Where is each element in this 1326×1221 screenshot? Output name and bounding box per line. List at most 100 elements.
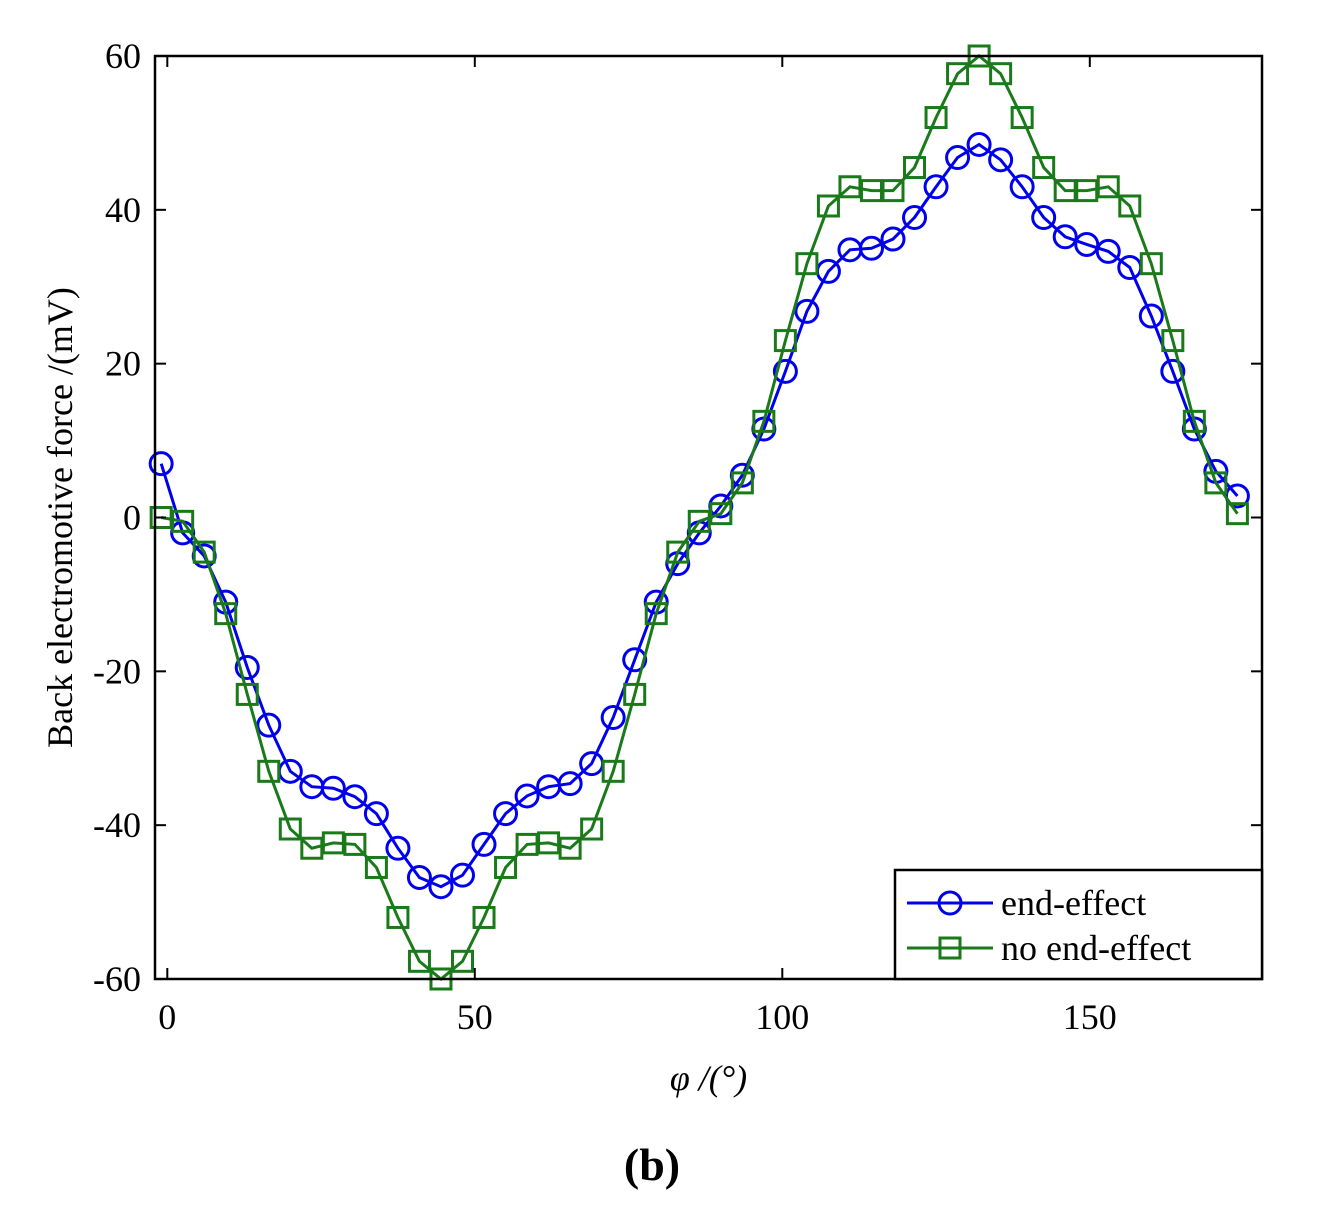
data-point [192,540,216,564]
data-point [450,862,475,888]
data-point [1096,175,1120,199]
series-line [160,54,1239,981]
data-point [363,801,389,827]
x-tick-label: 0 [158,997,176,1037]
data-point [300,836,324,860]
data-point [493,801,519,827]
series-layer [148,44,1250,991]
data-point [537,831,561,855]
data-point [149,506,173,529]
data-point [148,451,174,477]
data-point [966,131,992,157]
series-line [159,142,1239,889]
data-point [557,771,583,797]
series-end-effect [148,131,1250,900]
data-point [946,62,970,86]
data-point [709,502,733,526]
data-point [859,179,883,203]
data-point [342,784,368,810]
data-point [858,235,884,261]
data-point [1095,238,1121,264]
data-point [903,156,927,180]
data-point [773,329,797,353]
data-point [880,226,906,252]
data-point [1204,471,1228,495]
data-point [902,205,928,231]
data-point [881,179,905,203]
data-point [988,147,1014,173]
data-point [838,175,862,199]
data-point [1053,179,1077,203]
data-point [794,298,820,324]
x-tick-label: 100 [755,997,809,1037]
x-tick-label: 150 [1063,997,1117,1037]
data-point [278,817,302,841]
data-point [1010,106,1034,130]
data-point [471,831,497,857]
panel-label: (b) [624,1139,680,1190]
data-point [235,682,259,706]
data-point [772,358,798,384]
data-point [644,602,668,626]
data-point [234,654,260,680]
y-axis-title: Back electromotive force /(mV) [40,287,80,748]
data-point [364,855,388,879]
data-point [600,704,626,730]
y-tick-label: -60 [93,959,141,999]
data-point [989,62,1013,86]
legend-label-no-end-effect: no end-effect [1001,928,1191,968]
data-point [1161,329,1185,353]
data-point [472,905,496,929]
data-point [1074,231,1100,257]
data-point [494,855,518,879]
legend-marker-no-end-effect [938,936,962,960]
data-point [924,106,948,130]
data-point [214,602,238,626]
tick-labels: 0 50 100 150 -60 -40 -20 0 20 40 60 [93,36,1117,1037]
data-point [1032,156,1056,180]
legend-marker-end-effect [937,890,963,916]
data-point [321,831,345,855]
data-point [1118,194,1142,218]
data-point [730,471,754,495]
x-axis-title: φ /(°) [670,1058,747,1098]
data-point [623,682,647,706]
data-point [1052,224,1078,250]
data-point [1225,502,1249,526]
data-point [1182,409,1206,433]
data-point [666,540,690,564]
data-point [1139,252,1163,276]
data-point [386,905,410,929]
data-point [622,647,648,673]
legend-label-end-effect: end-effect [1001,883,1146,923]
data-point [451,949,474,973]
y-tick-label: -20 [93,651,141,691]
data-point [601,759,625,783]
data-point [1138,303,1164,329]
data-point [385,835,411,861]
data-point [816,194,840,218]
data-point [171,509,195,533]
data-point [407,949,431,973]
data-point [1160,358,1186,384]
y-tick-label: 60 [105,36,141,76]
data-point [257,759,281,783]
legend: end-effect no end-effect [893,868,1264,981]
y-tick-label: 20 [105,344,141,384]
data-point [795,252,819,276]
series-no-end-effect [149,44,1249,991]
data-point [923,174,949,200]
data-point [687,509,711,533]
data-point [428,874,454,900]
data-point [1009,174,1035,200]
data-point [343,832,367,856]
data-point [945,145,971,171]
data-point [406,864,432,890]
y-tick-label: 0 [123,498,141,538]
data-point [256,712,282,738]
data-point [320,775,346,801]
legend-box [893,868,1264,981]
data-point [558,836,582,860]
x-tick-label: 50 [457,997,493,1037]
data-point [580,817,604,841]
